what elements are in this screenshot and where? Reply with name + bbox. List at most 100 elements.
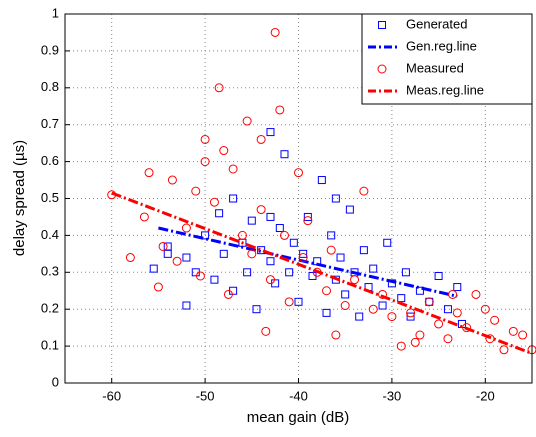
marker-square [378,301,387,310]
marker-circle [284,297,294,307]
marker-square [252,305,261,314]
marker-square [303,212,312,221]
x-tick-label: -50 [196,388,215,403]
marker-square [378,21,386,29]
marker-square [266,128,275,137]
marker-square [434,271,443,280]
marker-square [247,216,256,225]
marker-square [219,249,228,258]
marker-circle [480,304,490,314]
marker-square [443,305,452,314]
marker-circle [331,330,341,340]
y-tick-label: 1 [52,5,59,20]
marker-square [215,209,224,218]
y-tick-label: 0.7 [41,116,59,131]
x-tick-label: -20 [476,388,495,403]
marker-circle [265,275,275,285]
marker-circle [340,301,350,311]
axes-frame [64,13,533,384]
marker-circle [125,253,135,263]
marker-circle [350,275,360,285]
y-tick-label: 0 [52,374,59,389]
marker-square [275,224,284,233]
marker-circle [326,245,336,255]
marker-square [280,150,289,159]
marker-circle [139,212,149,222]
marker-square [331,194,340,203]
marker-circle [209,197,219,207]
marker-circle [303,216,313,226]
x-tick-label: -60 [102,388,121,403]
marker-square [210,275,219,284]
marker-circle [200,134,210,144]
marker-circle [228,164,238,174]
marker-circle [415,330,425,340]
marker-circle [406,308,416,318]
marker-circle [377,64,387,74]
marker-circle [378,289,388,299]
marker-square [406,312,415,321]
marker-circle [368,304,378,314]
marker-square [345,205,354,214]
marker-square [397,294,406,303]
y-tick-label: 0.4 [41,227,59,242]
x-tick-label: -40 [289,388,308,403]
marker-square [336,253,345,262]
marker-circle [508,326,518,336]
y-tick-label: 0.1 [41,338,59,353]
marker-square [201,231,210,240]
legend-box [361,13,533,105]
marker-circle [387,312,397,322]
marker-square [182,301,191,310]
marker-circle [223,289,233,299]
y-axis-label: delay spread (µs) [11,140,28,256]
marker-circle [270,27,280,37]
marker-circle [434,319,444,329]
marker-square [369,264,378,273]
regression-line [111,191,533,355]
legend-label: Generated [406,16,467,31]
marker-square [266,212,275,221]
marker-square [327,231,336,240]
marker-square [341,290,350,299]
marker-circle [448,289,458,299]
marker-square [453,283,462,292]
y-tick-label: 0.6 [41,153,59,168]
marker-circle [462,323,472,333]
marker-square [289,238,298,247]
marker-circle [452,308,462,318]
marker-circle [518,330,528,340]
marker-square [229,194,238,203]
marker-circle [443,334,453,344]
marker-circle [219,146,229,156]
regression-line [158,226,458,298]
marker-square [383,238,392,247]
marker-circle [214,83,224,93]
marker-square [299,249,308,258]
marker-circle [424,297,434,307]
x-axis-label: mean gain (dB) [247,409,350,426]
marker-circle [237,230,247,240]
marker-square [243,268,252,277]
x-tick-label: -30 [383,388,402,403]
marker-circle [181,223,191,233]
marker-circle [158,241,168,251]
marker-square [285,268,294,277]
marker-circle [298,253,308,263]
marker-circle [261,326,271,336]
marker-square [415,286,424,295]
marker-circle [256,205,266,215]
marker-circle [247,249,257,259]
marker-circle [396,341,406,351]
marker-square [355,312,364,321]
legend-label: Measured [406,60,464,75]
marker-circle [410,337,420,347]
marker-square [401,268,410,277]
y-tick-label: 0.3 [41,264,59,279]
marker-square [322,308,331,317]
y-tick-label: 0.5 [41,190,59,205]
y-tick-label: 0.9 [41,42,59,57]
marker-circle [471,289,481,299]
marker-circle [499,345,509,355]
